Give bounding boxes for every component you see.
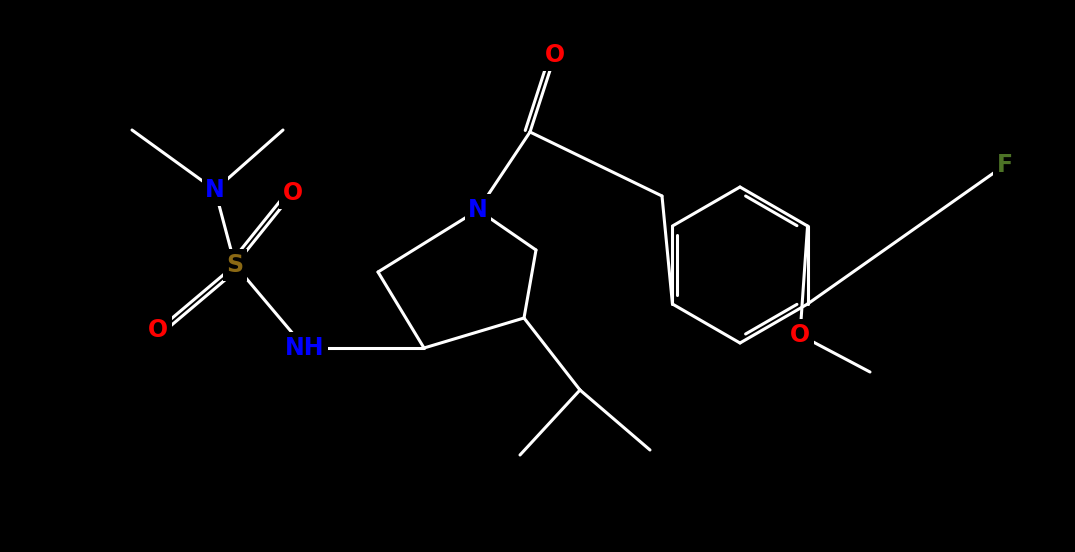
Text: F: F [997, 153, 1013, 177]
Text: O: O [790, 323, 811, 347]
Text: O: O [545, 43, 565, 67]
Text: N: N [468, 198, 488, 222]
Text: O: O [148, 318, 168, 342]
Text: NH: NH [285, 336, 325, 360]
Text: S: S [227, 253, 244, 277]
Text: O: O [283, 181, 303, 205]
Text: N: N [205, 178, 225, 202]
